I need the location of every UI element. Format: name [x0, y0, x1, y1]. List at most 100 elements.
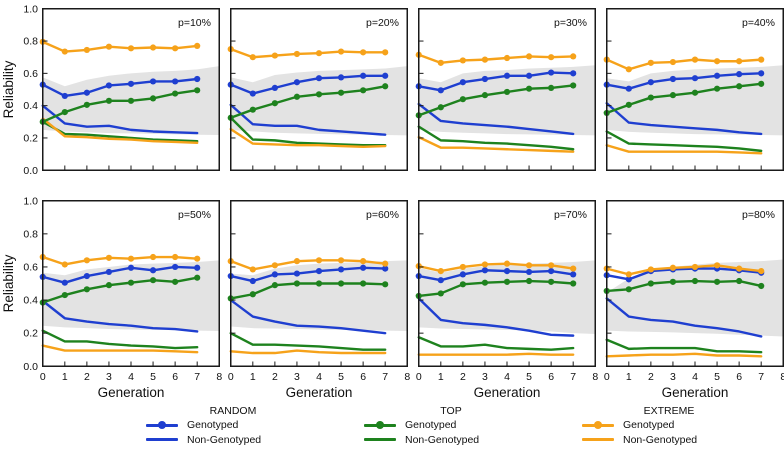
series-top-genotyped	[417, 84, 575, 117]
series-random-genotyped	[417, 71, 575, 92]
series-top-genotyped-marker	[437, 290, 444, 297]
series-extreme-genotyped-marker	[625, 66, 632, 73]
series-random-genotyped-marker	[360, 264, 367, 271]
y-tick-label: 0.2	[23, 328, 38, 340]
series-extreme-genotyped-marker	[437, 59, 444, 66]
series-random-non-genotyped	[417, 102, 575, 136]
series-random-genotyped	[229, 74, 387, 95]
series-random-genotyped-marker	[481, 267, 489, 274]
series-top-genotyped-marker	[360, 87, 367, 94]
series-top-genotyped-marker	[647, 94, 654, 101]
series-extreme-genotyped-marker	[61, 48, 68, 55]
series-top-genotyped-marker	[249, 106, 256, 113]
x-axis-title: Generation	[97, 385, 165, 400]
legend-entry-label: Genotyped	[623, 419, 675, 432]
uncertainty-band	[42, 260, 220, 331]
series-extreme-genotyped	[229, 47, 387, 59]
panel-frame	[418, 8, 596, 171]
series-top-genotyped	[605, 82, 763, 115]
series-random-genotyped	[605, 267, 763, 281]
series-top-genotyped-marker	[736, 83, 743, 90]
series-random-genotyped-marker	[315, 75, 323, 82]
x-tick-label: 1	[626, 371, 632, 383]
x-tick-label: 6	[548, 371, 554, 383]
panel-frame	[42, 8, 220, 171]
series-random-genotyped-marker	[315, 267, 323, 275]
y-tick-label: 0.2	[23, 132, 38, 144]
x-tick-label: 3	[482, 371, 488, 383]
series-top-genotyped-marker	[570, 82, 577, 89]
series-random-genotyped	[41, 265, 199, 284]
series-top-genotyped-marker	[669, 278, 677, 285]
series-top-genotyped-marker	[382, 83, 389, 90]
y-axis-top: 1.0 0.8 0.6 0.4 0.2 0.0 Reliability	[1, 3, 38, 177]
x-tick-label: 3	[294, 371, 300, 383]
series-random-genotyped-marker	[525, 268, 533, 276]
series-top-genotyped-marker	[625, 101, 632, 108]
y-tick-label: 0.0	[23, 361, 38, 373]
x-tick-label: 2	[272, 371, 278, 383]
x-tick-label: 0	[228, 371, 234, 383]
series-random-genotyped-marker	[382, 72, 389, 79]
panel-label: p=50%	[178, 209, 211, 221]
x-tick-label: 5	[338, 371, 344, 383]
series-extreme-genotyped-marker	[548, 262, 555, 269]
x-tick-label: 4	[128, 371, 134, 383]
series-extreme-genotyped-marker	[736, 265, 743, 272]
series-extreme-genotyped-marker	[481, 261, 489, 268]
series-extreme-genotyped-marker	[360, 258, 367, 265]
legend-entry: Non-Genotyped	[582, 433, 715, 448]
series-extreme-genotyped-marker	[713, 262, 721, 269]
y-tick-label: 0.6	[23, 261, 38, 273]
series-random-genotyped	[417, 269, 575, 282]
series-random-genotyped-marker	[570, 70, 577, 77]
series-top-genotyped	[417, 279, 575, 298]
series-top-genotyped	[605, 279, 763, 293]
series-extreme-genotyped-marker	[647, 266, 654, 273]
legend-entry-label: Genotyped	[405, 419, 457, 432]
series-extreme-genotyped-marker	[691, 263, 699, 271]
series-random-genotyped-marker	[271, 271, 278, 278]
series-extreme-genotyped-marker	[293, 50, 301, 58]
panel-frame	[230, 200, 408, 367]
series-top-genotyped-marker	[83, 286, 90, 293]
series-top-genotyped-marker	[172, 278, 179, 285]
uncertainty-band	[230, 260, 408, 331]
series-extreme-genotyped	[605, 58, 763, 71]
series-extreme-genotyped-marker	[337, 48, 345, 55]
series-random-genotyped-marker	[625, 85, 632, 92]
series-random-genotyped	[229, 266, 387, 283]
series-random-genotyped-marker	[548, 69, 555, 76]
series-extreme-genotyped-marker	[669, 264, 677, 271]
series-top-genotyped-marker	[315, 91, 323, 98]
series-top-genotyped-marker	[61, 109, 68, 116]
series-random-genotyped-marker	[83, 272, 90, 280]
series-extreme-genotyped-marker	[503, 260, 511, 267]
legend-entry: Genotyped	[582, 418, 715, 433]
series-extreme-genotyped-marker	[315, 257, 323, 264]
series-random-non-genotyped	[41, 299, 199, 333]
legend-entry-label: Genotyped	[187, 419, 239, 432]
series-top-genotyped-marker	[459, 96, 466, 103]
series-top-genotyped-marker	[337, 89, 345, 96]
series-random-genotyped-marker	[83, 89, 90, 96]
panel-label: p=20%	[366, 17, 399, 29]
y-tick-label: 0.4	[23, 295, 38, 307]
x-tick-label: 0	[604, 371, 610, 383]
panel-frame	[230, 8, 408, 171]
legend-group-top: TOP Genotyped Non-Genotyped	[364, 405, 497, 447]
series-random-genotyped	[41, 77, 199, 98]
x-tick-label: 8	[216, 371, 222, 383]
series-top-genotyped-marker	[271, 100, 278, 107]
x-axis-title: Generation	[473, 385, 541, 400]
series-extreme-genotyped-marker	[293, 258, 301, 265]
series-random-genotyped-marker	[437, 277, 444, 284]
series-random-genotyped-marker	[382, 265, 389, 272]
y-tick-label: 0.6	[23, 68, 38, 80]
x-tick-label: 2	[648, 371, 654, 383]
series-top-non-genotyped	[229, 331, 387, 351]
series-random-genotyped-marker	[337, 74, 345, 81]
panel-p70: p=70% 0 1 2 3 4 5 6 7 8	[415, 200, 598, 383]
panel-row-top: 1.0 0.8 0.6 0.4 0.2 0.0 Reliability p=10% p=20…	[0, 0, 784, 177]
